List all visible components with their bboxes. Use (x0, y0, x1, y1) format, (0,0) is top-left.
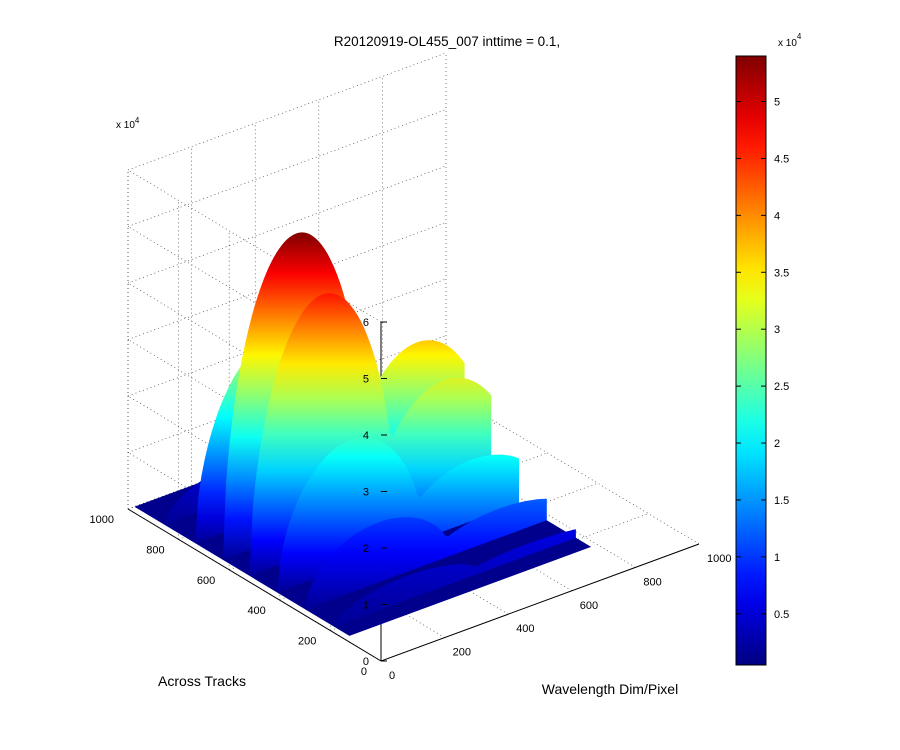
colorbar-gradient (735, 55, 767, 666)
x-axis-line (380, 543, 700, 662)
colorbar-tick-label: 4 (774, 210, 780, 222)
x-axis-label: Wavelength Dim/Pixel (542, 681, 678, 697)
grid-line (127, 109, 447, 227)
chart-title: R20120919-OL455_007 inttime = 0.1, (334, 34, 560, 49)
colorbar-tick-label: 2 (774, 438, 780, 450)
y-tick-label: 200 (298, 636, 316, 648)
z-tick-label: 1 (363, 600, 369, 612)
x-tick-label: 600 (580, 600, 598, 612)
x-tick-label: 400 (516, 623, 534, 635)
axes-ticks: 0 1 2 3 4 5 6 0 200 400 600 800 1000 0 200 400 600 800 100… (90, 317, 732, 682)
grid-line (127, 165, 447, 284)
z-tick-label: 5 (363, 374, 369, 386)
y-tick-label: 0 (361, 666, 367, 678)
colorbar-tick-label: 1.5 (774, 495, 789, 507)
z-tick-label: 0 (363, 656, 369, 668)
colorbar-tick-label: 5 (774, 97, 780, 109)
colorbar-tick-label: 2.5 (774, 381, 789, 393)
z-tick-label: 6 (363, 317, 369, 329)
z-tick-label: 2 (363, 543, 369, 555)
y-tick-label: 400 (247, 605, 265, 617)
y-axis-line (127, 508, 382, 662)
z-tick-label: 4 (363, 430, 369, 442)
surface-row (305, 498, 547, 610)
colorbar: 0.5 1 1.5 2 2.5 3 3.5 4 4.5 5 (735, 55, 789, 666)
colorbar-multiplier: x 104 (778, 32, 802, 49)
grid-line (127, 391, 447, 510)
colorbar-tick-label: 0.5 (774, 609, 789, 621)
x-tick-label: 0 (389, 670, 395, 682)
grid-line (127, 52, 447, 171)
grid-line (127, 335, 447, 453)
x-tick-label: 200 (453, 647, 471, 659)
x-tick-label: 1000 (707, 553, 731, 565)
z-axis-multiplier: x 104 (116, 116, 140, 131)
grid-line (127, 222, 447, 340)
y-tick-label: 800 (146, 544, 164, 556)
colorbar-tick-label: 3 (774, 324, 780, 336)
surface-plot (134, 232, 592, 636)
colorbar-tick-label: 4.5 (774, 153, 789, 165)
colorbar-tick-label: 3.5 (774, 267, 789, 279)
y-axis-label: Across Tracks (158, 673, 246, 689)
grid-line (127, 278, 447, 397)
z-tick-label: 3 (363, 487, 369, 499)
x-tick-label: 800 (643, 576, 661, 588)
surface-row (334, 529, 576, 627)
y-tick-label: 1000 (90, 514, 114, 526)
colorbar-tick-label: 1 (774, 552, 780, 564)
y-tick-label: 600 (197, 575, 215, 587)
